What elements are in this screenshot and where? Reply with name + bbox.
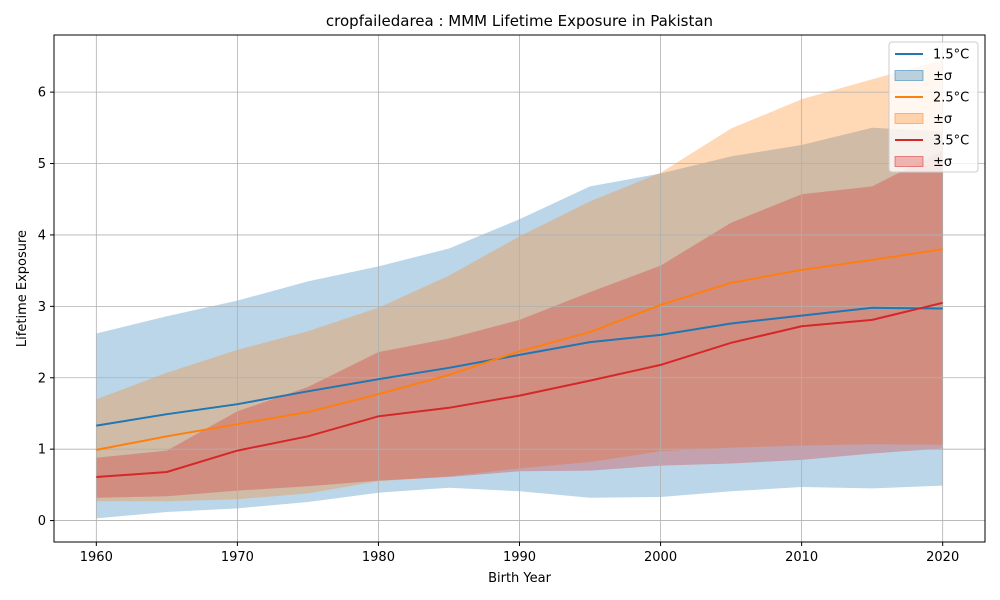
x-axis-label: Birth Year (488, 571, 552, 586)
legend-label: 1.5°C (933, 48, 969, 63)
series-lines (96, 248, 943, 478)
y-tick-label: 4 (38, 228, 46, 243)
y-tick-label: 5 (38, 157, 46, 172)
chart-title: cropfailedarea : MMM Lifetime Exposure i… (326, 12, 713, 30)
legend-band-swatch (894, 70, 924, 81)
x-tick-label: 2020 (926, 550, 959, 565)
legend-band-label: ±σ (933, 69, 952, 84)
y-tick-label: 1 (38, 443, 46, 458)
x-tick-label: 1980 (362, 550, 395, 565)
y-tick-label: 3 (38, 300, 46, 315)
x-tick-label: 1970 (221, 550, 254, 565)
x-tick-label: 1990 (503, 550, 536, 565)
y-axis-label: Lifetime Exposure (15, 230, 30, 347)
legend-band-swatch (894, 156, 924, 167)
x-tick-label: 2010 (785, 550, 818, 565)
legend-label: 3.5°C (933, 134, 969, 149)
y-tick-label: 0 (38, 514, 46, 529)
series-line-2 (96, 248, 943, 451)
y-tick-label: 6 (38, 86, 46, 101)
legend-band-swatch (894, 113, 924, 124)
legend-band-label: ±σ (933, 155, 952, 170)
series-line-1 (96, 306, 943, 427)
series-line-3 (96, 301, 943, 478)
axis-ticks: 1960 1970 1980 1990 2000 2010 2020 0 1 2 3 4 5 6 (38, 86, 960, 565)
legend: 1.5°C ±σ 2.5°C ±σ 3.5°C ±σ (888, 41, 979, 173)
y-tick-label: 2 (38, 371, 46, 386)
x-tick-label: 1960 (80, 550, 113, 565)
x-tick-label: 2000 (644, 550, 677, 565)
legend-label: 2.5°C (933, 91, 969, 106)
legend-band-label: ±σ (933, 112, 952, 127)
